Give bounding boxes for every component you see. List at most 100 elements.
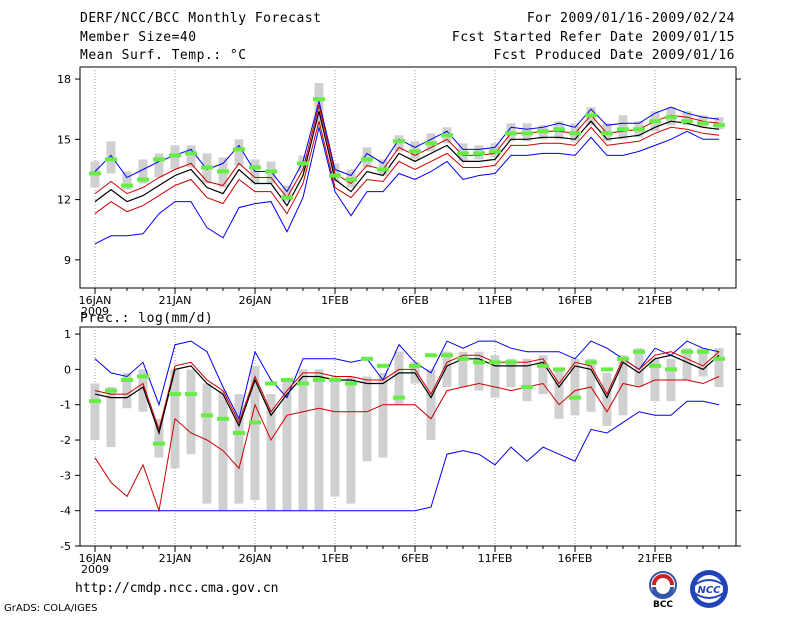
y-tick-label: 9 <box>64 254 71 267</box>
ensemble-box <box>138 369 148 412</box>
ensemble-box <box>154 153 164 178</box>
median-marker <box>713 356 725 361</box>
median-marker <box>89 171 101 176</box>
header-title: DERF/NCC/BCC Monthly Forecast <box>80 11 322 26</box>
median-marker <box>665 367 677 372</box>
ensemble-box <box>506 358 516 388</box>
header-member-size: Member Size=40 <box>80 30 197 45</box>
x-tick-label: 16FEB <box>558 294 593 307</box>
ensemble-box <box>554 369 564 419</box>
median-marker <box>265 381 277 386</box>
x-tick-label: 6FEB <box>401 294 429 307</box>
median-marker <box>553 367 565 372</box>
x-tick-label: 21JAN <box>159 294 192 307</box>
median-marker <box>601 131 613 136</box>
x-tick-label: 26JAN <box>239 294 272 307</box>
median-marker <box>505 131 517 136</box>
median-marker <box>393 395 405 400</box>
median-marker <box>281 377 293 382</box>
median-marker <box>473 360 485 365</box>
ensemble-box <box>266 394 276 511</box>
ensemble-box <box>378 372 388 458</box>
median-marker <box>441 353 453 358</box>
median-marker <box>441 133 453 138</box>
median-marker <box>697 349 709 354</box>
ncc-logo-text: NCC <box>697 585 721 596</box>
median-marker <box>169 392 181 397</box>
median-marker <box>489 360 501 365</box>
ensemble-box <box>618 355 628 416</box>
ensemble-box <box>698 348 708 377</box>
median-marker <box>521 385 533 390</box>
median-marker <box>425 353 437 358</box>
ensemble-box <box>138 159 148 184</box>
median-marker <box>185 151 197 156</box>
y-tick-label: 0 <box>64 363 71 376</box>
median-marker <box>569 395 581 400</box>
median-marker <box>313 377 325 382</box>
x-tick-label: 1FEB <box>321 294 349 307</box>
median-marker <box>601 367 613 372</box>
x-tick-label: 11FEB <box>478 552 513 565</box>
source-url[interactable]: http://cmdp.ncc.cma.gov.cn <box>75 581 279 596</box>
median-marker <box>153 157 165 162</box>
median-marker <box>345 177 357 182</box>
x-tick-label: 16FEB <box>558 552 593 565</box>
median-marker <box>537 363 549 368</box>
ensemble-box <box>122 171 132 190</box>
ensemble-box <box>330 376 340 497</box>
x-year-label: 2009 <box>81 305 109 318</box>
ensemble-box <box>522 358 532 402</box>
median-marker <box>681 349 693 354</box>
median-marker <box>457 151 469 156</box>
median-marker <box>297 381 309 386</box>
chart-title-temperature: Mean Surf. Temp.: °C <box>80 48 247 63</box>
y-tick-label: 15 <box>57 133 71 146</box>
x-tick-label: 16JAN <box>79 552 112 565</box>
median-marker <box>121 377 133 382</box>
ensemble-box <box>106 141 116 174</box>
chart-title-precipitation: Prec.: log(mm/d) <box>80 311 214 326</box>
x-tick-label: 1FEB <box>321 552 349 565</box>
x-tick-label: 11FEB <box>478 294 513 307</box>
ensemble-box <box>602 372 612 426</box>
median-marker <box>281 195 293 200</box>
series-spread-upper <box>94 351 720 432</box>
median-marker <box>569 131 581 136</box>
median-marker <box>313 97 325 102</box>
ensemble-box <box>154 418 164 458</box>
ensemble-box <box>490 355 500 398</box>
ensemble-box <box>298 369 308 511</box>
median-marker <box>153 441 165 446</box>
x-tick-label: 21JAN <box>159 552 192 565</box>
median-marker <box>137 177 149 182</box>
series-spread-upper <box>94 105 720 199</box>
median-marker <box>665 115 677 120</box>
x-tick-label: 21FEB <box>638 552 673 565</box>
ensemble-box <box>186 145 196 168</box>
grads-credit: GrADS: COLA/IGES <box>4 603 98 614</box>
median-marker <box>617 356 629 361</box>
ensemble-box <box>458 351 468 388</box>
ensemble-box <box>682 348 692 380</box>
series-ensemble-min <box>94 127 719 245</box>
median-marker <box>105 388 117 393</box>
median-marker <box>393 139 405 144</box>
x-year-label: 2009 <box>81 563 109 576</box>
series-ensemble-mean <box>94 354 720 436</box>
median-marker <box>585 360 597 365</box>
median-marker <box>633 127 645 132</box>
ensemble-box <box>570 358 580 416</box>
median-marker <box>537 129 549 134</box>
bcc-logo-icon: BCC <box>649 571 677 608</box>
ensemble-box <box>186 369 196 455</box>
median-marker <box>329 173 341 178</box>
median-marker <box>409 363 421 368</box>
median-marker <box>425 141 437 146</box>
y-tick-label: 1 <box>64 328 71 341</box>
median-marker <box>201 165 213 170</box>
median-marker <box>713 123 725 128</box>
ensemble-box <box>538 355 548 395</box>
median-marker <box>697 121 709 126</box>
median-marker <box>377 167 389 172</box>
